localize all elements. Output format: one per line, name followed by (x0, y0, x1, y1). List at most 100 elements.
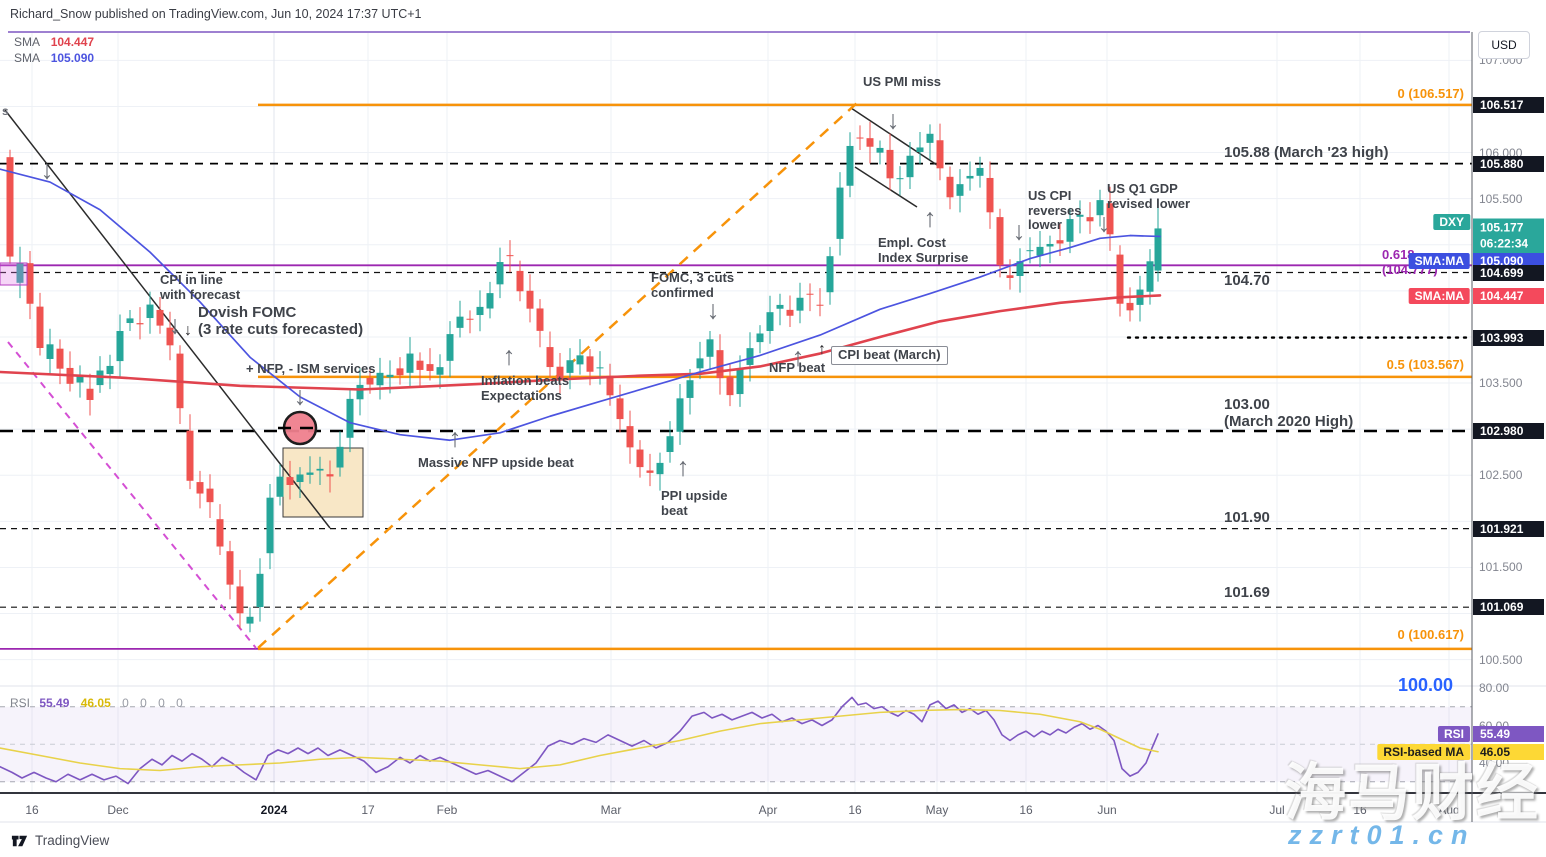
chart-annotation: US CPI reverses lower (1028, 188, 1082, 233)
price-levels (0, 162, 1474, 608)
arrow-down-icon: ↓ (184, 322, 192, 339)
last-price-value: 105.177 (1480, 220, 1524, 235)
chart-annotation: 101.69 (1224, 584, 1270, 601)
x-axis-label[interactable]: 17 (361, 803, 375, 817)
tradingview-logo-icon[interactable] (10, 831, 29, 850)
price-level-badge: 106.517 (1473, 96, 1544, 113)
arrow-down-icon: ↓ (706, 294, 720, 325)
sma-slow-line (0, 168, 1161, 442)
x-axis-label[interactable]: 16 (1019, 803, 1033, 817)
position-box (0, 262, 28, 286)
price-level-badge: 105.880 (1473, 155, 1544, 172)
arrow-down-icon: ↓ (1097, 207, 1111, 238)
x-axis-label[interactable]: 16 (25, 803, 39, 817)
rsi-value-badge: 46.05 (1473, 743, 1544, 760)
fib-level-label: 0.5 (103.567) (1386, 357, 1464, 372)
chart-annotation: CPI beat (March) (831, 346, 948, 365)
x-axis-label[interactable]: Jun (1097, 803, 1117, 817)
x-axis-label[interactable]: Feb (436, 803, 458, 817)
chart-annotation: s (2, 104, 9, 118)
sma-legend-value: 105.090 (50, 51, 95, 65)
highlight-box (282, 447, 364, 518)
price-level-badge: 101.069 (1473, 599, 1544, 616)
arrow-up-icon: ↑ (923, 202, 937, 233)
ma-label-badge: SMA:MA (1408, 288, 1470, 304)
arrow-down-icon: ↓ (293, 380, 307, 411)
chart-annotation: 100.00 (1398, 675, 1454, 695)
price-tick: 102.500 (1479, 468, 1523, 483)
chart-annotation: 101.90 (1224, 509, 1270, 526)
fib-level-label: 0 (106.517) (1397, 86, 1465, 101)
publish-byline: Richard_Snow published on TradingView.co… (10, 7, 422, 21)
arrow-up-icon: ↑ (676, 451, 690, 482)
rsi-legend-label: RSI (10, 696, 31, 710)
arrow-down-icon: ↓ (40, 154, 54, 185)
chart-annotation: Massive NFP upside beat (418, 455, 574, 470)
arrow-down-icon: ↓ (168, 309, 182, 340)
rsi-legend-ma-value: 46.05 (80, 696, 111, 710)
price-level-badge: 104.699 (1473, 264, 1544, 281)
bar-countdown: 06:22:34 (1480, 236, 1529, 251)
arrow-up-icon: ↑ (791, 341, 805, 372)
sma-legend-label: SMA (14, 51, 40, 65)
price-tick: 101.500 (1479, 560, 1523, 575)
arrow-down-icon: ↓ (1012, 215, 1026, 246)
price-tick: 105.500 (1479, 191, 1523, 206)
last-price-badge: 105.177 06:22:34 (1473, 218, 1544, 254)
rsi-legend-value: 55.49 (39, 696, 70, 710)
candlestick-series (6, 121, 1162, 633)
rsi-tick: 80.00 (1479, 681, 1510, 695)
chart-annotation: US Q1 GDP revised lower (1107, 181, 1191, 211)
x-axis-label[interactable]: Mar (600, 803, 622, 817)
price-tick: 103.500 (1479, 376, 1523, 391)
ma-value-badge: 104.447 (1473, 288, 1544, 304)
rsi-line (0, 696, 1159, 785)
x-axis-label[interactable]: Jul (1269, 803, 1285, 817)
ma-label-badge: SMA:MA (1408, 253, 1470, 269)
tradingview-brand: TradingView (35, 833, 110, 848)
gridlines (0, 33, 1472, 793)
x-axis-label[interactable]: May (925, 803, 949, 817)
chart-annotation: CPI in line with forecast (160, 272, 241, 302)
chart-annotation: NFP beat (769, 360, 826, 375)
x-axis-label[interactable]: 16 (848, 803, 862, 817)
price-level-badge: 102.980 (1473, 423, 1544, 439)
chart-annotation: Dovish FOMC (3 rate cuts forecasted) (198, 304, 364, 338)
tradingview-footer[interactable]: TradingView (10, 831, 109, 850)
sma-legend-row-2[interactable]: SMA 105.090 (14, 51, 94, 65)
chart-annotation: Inflation beats Expectations (481, 373, 570, 403)
fib-levels (0, 103, 1472, 651)
x-axis-label[interactable]: Dec (107, 803, 129, 817)
chart-annotation: PPI upside beat (661, 488, 728, 518)
chart-annotation: US PMI miss (863, 74, 942, 89)
x-axis-label[interactable]: 16 (1353, 803, 1367, 817)
x-axis-label[interactable]: Aug (1438, 803, 1460, 817)
rsi-label-badge: RSI-based MA (1377, 743, 1470, 760)
fib-level-label: 0 (100.617) (1397, 627, 1465, 642)
rsi-ma-line (0, 708, 1159, 772)
rsi-pane (0, 706, 1472, 783)
currency-unit-button[interactable]: USD (1478, 31, 1530, 59)
rsi-legend-zeros: 0 0 0 0 (122, 696, 187, 710)
rsi-label-badge: RSI (1437, 725, 1470, 742)
price-level-badge: 101.921 (1473, 520, 1544, 537)
sma-fast-line (0, 294, 1162, 391)
arrow-up-icon: ↑ (448, 422, 462, 453)
sma-legend-label: SMA (14, 35, 40, 49)
sma-legend-row-1[interactable]: SMA 104.447 (14, 35, 94, 49)
watermark-site: zzrt01.cn (1288, 820, 1476, 850)
x-axis-label[interactable]: 2024 (260, 803, 288, 817)
watermark-cn: 海马财经 (1284, 759, 1541, 828)
price-tick: 100.500 (1479, 652, 1523, 667)
price-level-badge: 103.993 (1473, 329, 1544, 346)
x-axis-label[interactable]: Apr (758, 803, 778, 817)
chart-frame (0, 31, 1546, 823)
chart-annotation: + NFP, - ISM services (246, 361, 376, 376)
chart-annotation: 103.00 (March 2020 High) (1224, 396, 1354, 430)
chart-annotation: 104.70 (1224, 272, 1270, 289)
arrow-down-icon: ↓ (886, 104, 900, 135)
rsi-legend[interactable]: RSI 55.49 46.05 0 0 0 0 (10, 696, 187, 710)
sma-legend-value: 104.447 (50, 35, 95, 49)
